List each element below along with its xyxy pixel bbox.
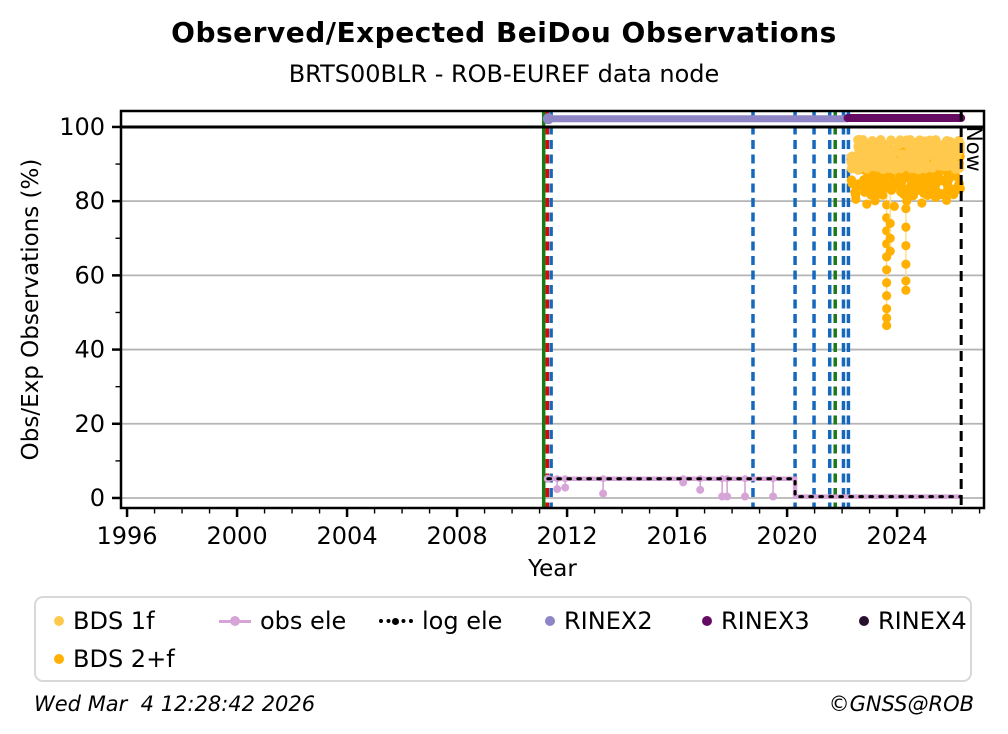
svg-text:2024: 2024 (867, 522, 928, 550)
bds-1f-marker-icon (54, 616, 64, 626)
svg-text:2012: 2012 (537, 522, 598, 550)
rinex2-marker-icon (545, 616, 555, 626)
svg-text:0: 0 (90, 484, 105, 512)
svg-text:2000: 2000 (207, 522, 268, 550)
plot-timestamp: Wed Mar 4 12:28:42 2026 (34, 692, 316, 716)
chart-title: Observed/Expected BeiDou Observations (171, 16, 837, 49)
copyright-credit: ©GNSS@ROB (828, 692, 974, 716)
legend-item-rinex2: RINEX2 (545, 606, 653, 636)
svg-text:Now: Now (962, 126, 986, 172)
legend-item-rinex4: RINEX4 (859, 606, 967, 636)
svg-text:100: 100 (59, 113, 105, 141)
log-ele-marker-icon (379, 618, 413, 625)
legend-label: RINEX2 (564, 607, 653, 635)
svg-text:20: 20 (74, 410, 105, 438)
svg-text:2016: 2016 (647, 522, 708, 550)
svg-text:80: 80 (74, 187, 105, 215)
legend-item-bds-1f: BDS 1f (54, 606, 155, 636)
obs-ele-marker-icon (219, 615, 251, 626)
rinex3-marker-icon (702, 616, 712, 626)
legend-item-bds-2f: BDS 2+f (54, 644, 175, 674)
chart-subtitle: BRTS00BLR - ROB-EUREF data node (288, 60, 720, 88)
legend-label: obs ele (260, 607, 347, 635)
svg-text:2020: 2020 (757, 522, 818, 550)
legend-label: BDS 2+f (73, 645, 175, 673)
legend-label: log ele (422, 607, 503, 635)
legend-item-log-ele: log ele (379, 606, 502, 636)
svg-text:2008: 2008 (427, 522, 488, 550)
svg-text:Obs/Exp Observations (%): Obs/Exp Observations (%) (18, 159, 44, 461)
svg-text:Year: Year (527, 556, 577, 582)
bds-2f-marker-icon (54, 654, 64, 664)
rinex4-marker-icon (859, 616, 869, 626)
legend-label: RINEX3 (721, 607, 810, 635)
plot-area: Now 1996 2000 2004 2008 2012 2016 2020 2024 0 20 40… (18, 109, 986, 582)
svg-text:2004: 2004 (317, 522, 378, 550)
legend-label: BDS 1f (73, 607, 155, 635)
legend-label: RINEX4 (878, 607, 967, 635)
svg-text:40: 40 (74, 336, 105, 364)
chart-legend: BDS 1f obs ele log ele RINEX2 RINEX3 RIN… (34, 596, 972, 682)
svg-text:1996: 1996 (97, 522, 158, 550)
legend-item-rinex3: RINEX3 (702, 606, 810, 636)
svg-text:60: 60 (74, 261, 105, 289)
legend-item-obs-ele: obs ele (219, 606, 346, 636)
